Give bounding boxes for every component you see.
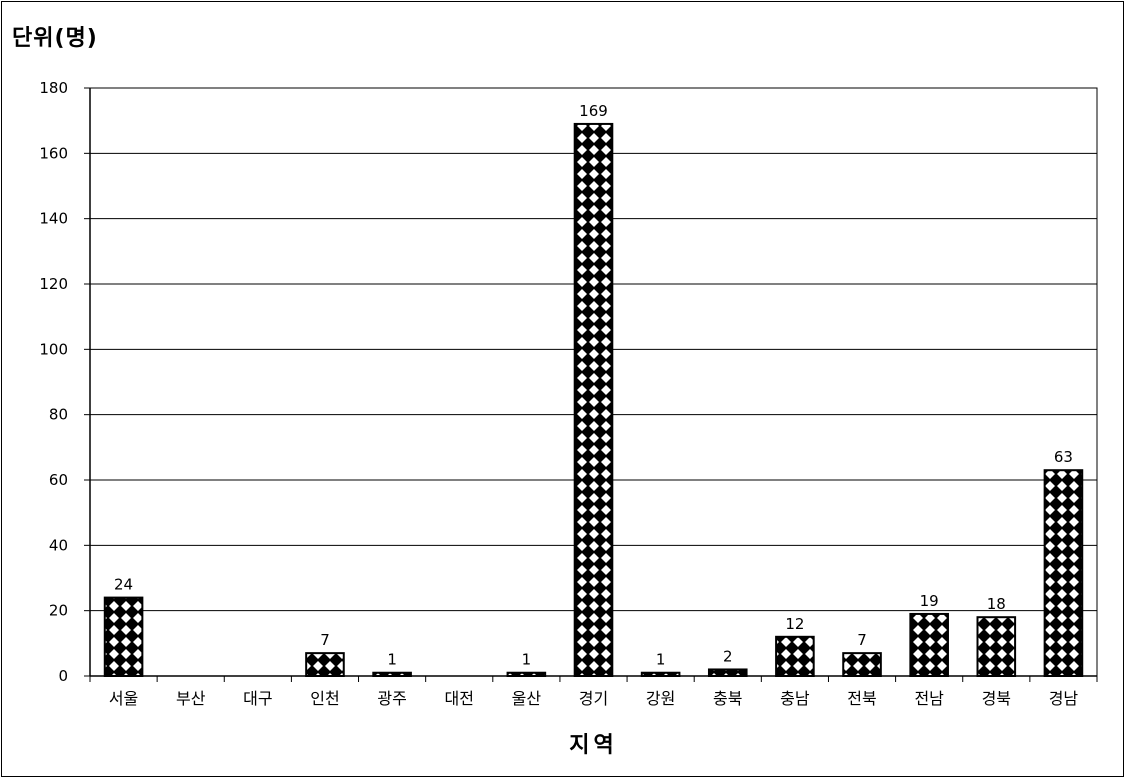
bar-경북 — [976, 616, 1017, 678]
bar-경기 — [573, 122, 614, 677]
y-tick-label: 180 — [39, 79, 68, 97]
y-tick-label: 100 — [39, 340, 68, 358]
data-label: 7 — [320, 631, 330, 649]
bar-충남 — [775, 635, 815, 677]
category-label: 충남 — [780, 689, 810, 708]
y-tick-label: 140 — [39, 210, 68, 228]
bar-전남 — [909, 612, 949, 678]
data-label: 1 — [522, 651, 532, 669]
data-label: 24 — [114, 576, 133, 594]
category-label: 대전 — [445, 689, 474, 708]
category-label: 서울 — [109, 689, 138, 708]
category-label: 광주 — [377, 689, 406, 708]
category-label: 전북 — [847, 689, 876, 708]
bars — [103, 122, 1084, 678]
data-label: 2 — [723, 647, 733, 665]
y-tick-label: 160 — [39, 144, 68, 162]
data-label: 63 — [1054, 448, 1073, 466]
y-tick-label: 0 — [58, 667, 68, 685]
category-label: 경북 — [982, 689, 1011, 708]
category-label: 충북 — [713, 689, 742, 708]
y-tick-label: 80 — [49, 406, 68, 424]
unit-label: 단위(명) — [12, 26, 98, 51]
x-axis-title: 지역 — [569, 733, 617, 758]
data-label: 18 — [987, 595, 1006, 613]
axes — [84, 87, 1098, 682]
data-label: 169 — [579, 102, 608, 120]
category-label: 경기 — [579, 689, 608, 708]
y-tick-label: 120 — [39, 275, 68, 293]
data-label: 7 — [857, 631, 867, 649]
bar-서울 — [103, 596, 144, 677]
data-label: 1 — [387, 651, 397, 669]
bar-전북 — [842, 652, 882, 678]
y-tick-label: 20 — [49, 602, 68, 620]
category-label: 울산 — [512, 689, 542, 708]
data-label: 1 — [656, 651, 666, 669]
y-tick-label: 60 — [49, 471, 68, 489]
labels: 0 20 40 60 80 100 120 140 160 180 24 서울 부산 대구 7 인천 1 광주 대전… — [39, 79, 1078, 708]
category-label: 부산 — [176, 689, 206, 708]
category-label: 경남 — [1049, 689, 1079, 708]
bar-경남 — [1043, 469, 1084, 678]
data-label: 19 — [920, 592, 939, 610]
bar-인천 — [305, 652, 345, 678]
bar-충북 — [707, 668, 748, 678]
y-tick-label: 40 — [49, 536, 68, 554]
category-label: 강원 — [646, 689, 675, 708]
data-label: 12 — [785, 615, 804, 633]
category-label: 대구 — [243, 689, 272, 708]
category-label: 전남 — [914, 689, 944, 708]
category-label: 인천 — [310, 689, 339, 708]
